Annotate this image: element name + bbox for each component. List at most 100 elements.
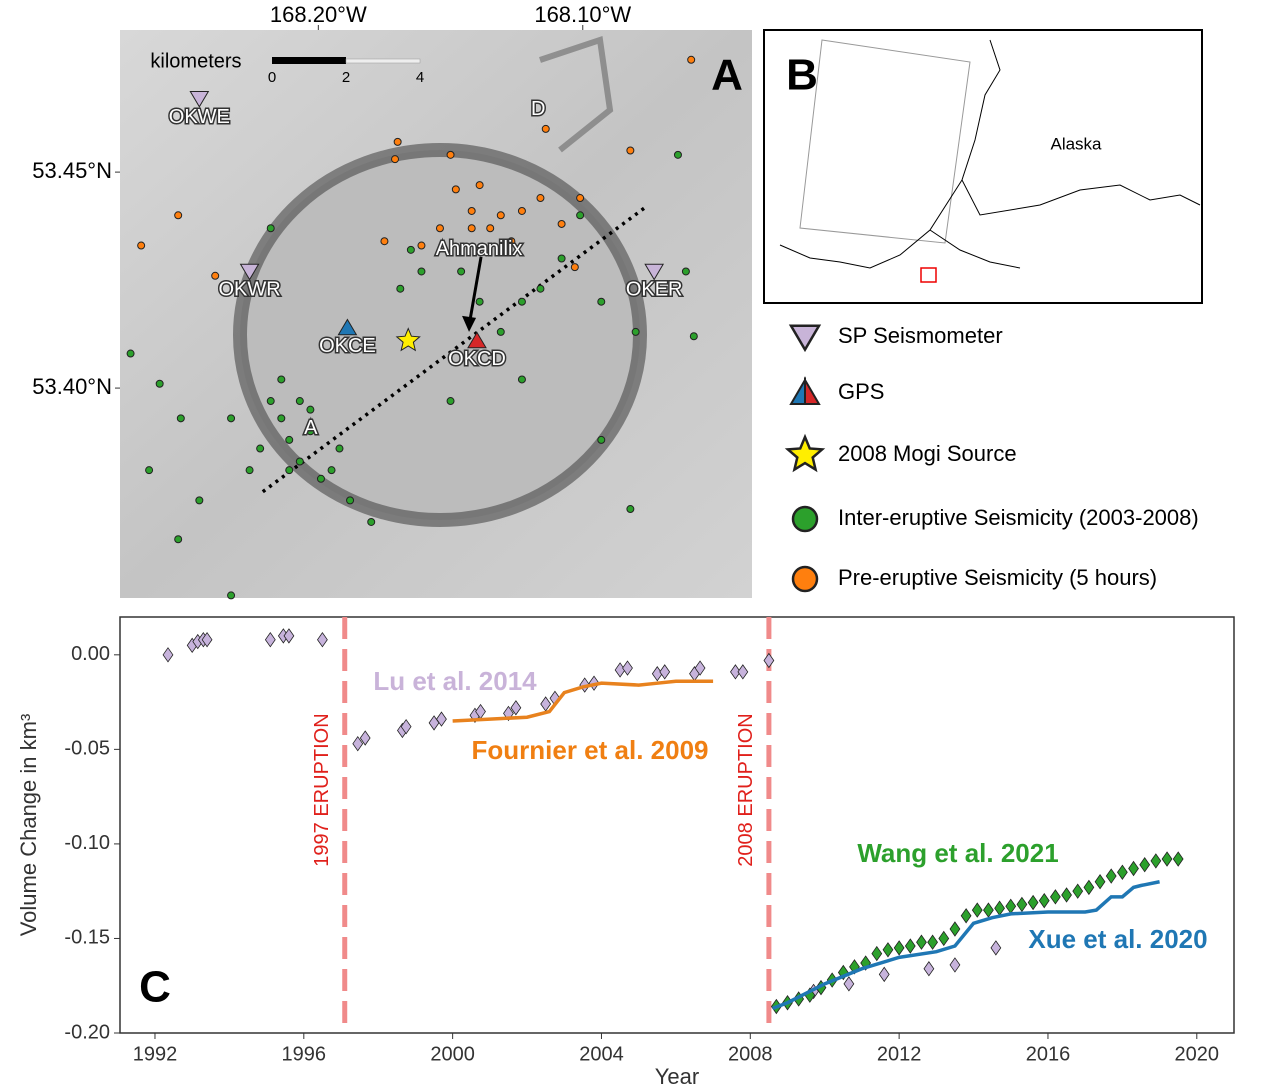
- map-marker: [576, 211, 585, 220]
- map-marker: [417, 267, 426, 276]
- data-point: [1083, 879, 1095, 896]
- inset-panel: B Alaska: [763, 29, 1203, 304]
- eruption-label: 2008 ERUPTION: [735, 713, 757, 866]
- data-point: [359, 730, 371, 746]
- map-marker: [285, 435, 294, 444]
- map-marker: [406, 245, 415, 254]
- study-area: [920, 267, 937, 283]
- series-line: [772, 880, 1160, 1011]
- data-point: [938, 930, 950, 947]
- x-tick-label: 168.20°W: [270, 2, 367, 27]
- data-point: [622, 660, 633, 676]
- data-point: [1172, 851, 1184, 867]
- legend-label: 2008 Mogi Source: [838, 441, 1017, 466]
- panel-label: B: [786, 51, 818, 100]
- legend-marker: [791, 565, 819, 593]
- map-marker: [227, 591, 236, 600]
- map-marker: [496, 327, 505, 336]
- data-point: [1116, 864, 1128, 880]
- x-tick-label: 2016: [1026, 1043, 1071, 1065]
- y-tick-label: 53.40°N: [32, 374, 112, 399]
- map-marker: [277, 414, 286, 423]
- map-marker: [189, 90, 210, 108]
- data-point: [400, 718, 412, 735]
- y-tick-label: -0.20: [64, 1021, 110, 1043]
- map-marker: [644, 263, 665, 281]
- map-marker: [536, 284, 545, 293]
- annotation: Ahmanilix: [436, 238, 523, 260]
- map-marker: [451, 185, 460, 194]
- map-marker: [174, 211, 183, 220]
- panel-label: A: [711, 51, 743, 100]
- map-marker: [597, 435, 606, 444]
- ridge: [539, 36, 614, 153]
- map-marker: [689, 332, 698, 341]
- series-line: [452, 679, 714, 723]
- y-tick-label: -0.10: [64, 832, 110, 854]
- map-marker: [517, 206, 526, 215]
- map-marker: [295, 397, 304, 406]
- map-marker: [393, 137, 402, 146]
- data-point: [949, 921, 961, 937]
- legend-marker: [791, 505, 819, 533]
- data-point: [317, 631, 328, 648]
- map-marker: [597, 297, 606, 306]
- map-marker: [396, 284, 405, 293]
- scale-bar: [345, 58, 421, 64]
- map-marker: [576, 194, 585, 203]
- scale-tick-label: 2: [342, 69, 350, 86]
- map-marker: [266, 224, 275, 233]
- data-point: [1150, 853, 1162, 869]
- scale-tick-label: 0: [268, 69, 276, 86]
- map-marker: [295, 457, 304, 466]
- map-marker: [517, 297, 526, 306]
- map-marker: [681, 267, 690, 276]
- map-marker: [446, 397, 455, 406]
- data-point: [730, 664, 741, 680]
- y-tick-label: 53.45°N: [32, 158, 112, 183]
- data-point: [990, 940, 1002, 956]
- map-marker: [380, 237, 389, 246]
- data-point: [916, 934, 927, 950]
- map-marker: [417, 241, 426, 250]
- station-label: OKWR: [218, 279, 280, 301]
- inset-frame: [763, 29, 1203, 304]
- map-marker: [517, 375, 526, 384]
- x-tick-label: 2012: [877, 1043, 922, 1065]
- profile-label: D: [531, 98, 545, 120]
- map-marker: [256, 444, 265, 453]
- map-marker: [687, 55, 696, 64]
- plot-frame: [119, 616, 1235, 1034]
- map-marker: [673, 150, 682, 159]
- annotation-arrow: [468, 256, 483, 321]
- map-marker: [346, 496, 355, 505]
- data-point: [352, 735, 364, 752]
- map-marker: [626, 146, 635, 155]
- map-panel: A: [120, 30, 752, 598]
- map-marker: [211, 271, 220, 280]
- data-point: [737, 664, 749, 680]
- data-point: [201, 631, 213, 648]
- data-point: [1038, 892, 1050, 909]
- map-marker: [277, 375, 286, 384]
- x-tick-label: 1996: [282, 1043, 327, 1065]
- data-point: [893, 940, 905, 956]
- data-point: [1161, 851, 1173, 867]
- map-marker: [395, 327, 421, 352]
- x-tick-label: 168.10°W: [534, 2, 631, 27]
- map-marker: [174, 535, 183, 544]
- y-axis-label: Volume Change in km³: [16, 714, 41, 937]
- map-marker: [507, 237, 516, 246]
- station-label: OKER: [626, 279, 683, 301]
- map-marker: [337, 318, 358, 336]
- map-marker: [496, 211, 505, 220]
- data-point: [1050, 889, 1061, 905]
- map-marker: [631, 327, 640, 336]
- map-marker: [557, 254, 566, 263]
- data-point: [1072, 883, 1084, 899]
- series-label: Xue et al. 2020: [1028, 924, 1207, 954]
- data-point: [882, 942, 894, 958]
- map-marker: [467, 206, 476, 215]
- x-axis-label: Year: [655, 1064, 699, 1089]
- caldera-rim: [233, 143, 647, 527]
